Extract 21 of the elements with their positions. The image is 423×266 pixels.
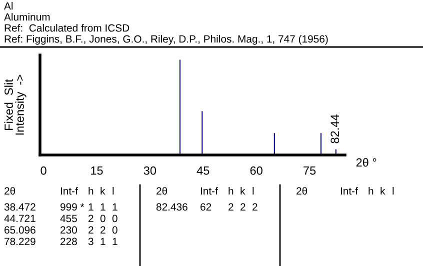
text: 82.436 62 2 2 2 [156,203,258,211]
text: 78.229 228 3 1 1 [4,238,118,246]
x-tick-label: 30 [144,166,156,175]
x-tick-label: 15 [91,166,103,175]
text: Ref: Calculated from ICSD [4,24,130,32]
text: 44.721 455 2 0 0 [4,214,118,222]
text: 2θ Int-f h k l [296,187,394,195]
y-axis-title: Fixed Slit Intensity -> [4,74,26,135]
x-tick-label: 0 [40,166,46,175]
chart-title: Al [4,2,13,10]
text: 2θ Int-f h k l [156,187,254,195]
x-tick-label: 45 [196,166,210,175]
x-axis-title: 2θ ° [356,158,376,167]
text: 38.472 999 * 1 1 1 [4,203,118,211]
text: 65.096 230 2 2 0 [4,226,118,234]
annotation: 82.44 [330,114,340,144]
x-tick-label: 75 [304,166,316,175]
chart-subtitle: Aluminum [4,13,50,21]
x-tick-label: 60 [250,166,262,175]
text: Ref: Figgins, B.F., Jones, G.O., Riley, D.P., Philos. Mag., 1, 747 (1956) [4,35,328,45]
text: 2θ Int-f h k l [4,187,114,195]
